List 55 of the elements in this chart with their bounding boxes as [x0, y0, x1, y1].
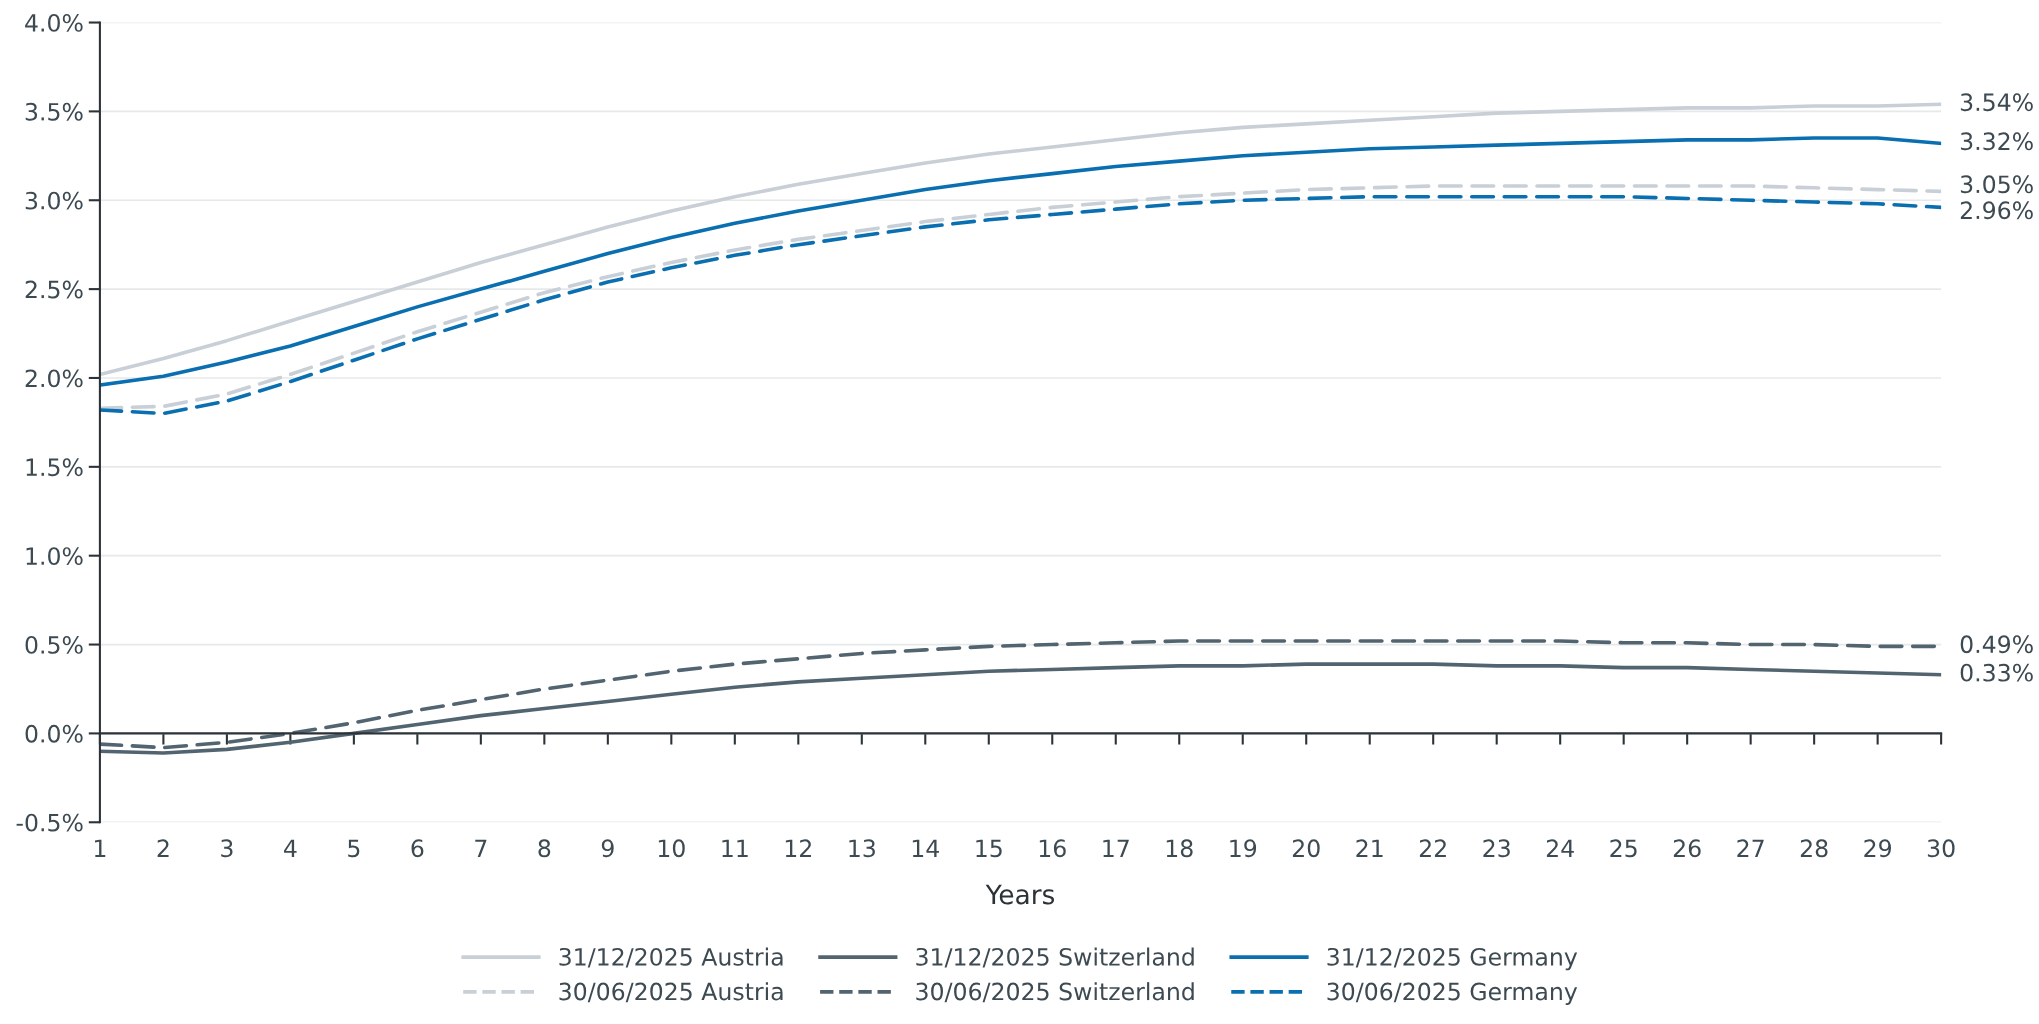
x-tick-label: 10	[658, 839, 685, 858]
x-tick-label: 23	[1483, 839, 1510, 858]
legend-label: 31/12/2025 Austria	[559, 947, 783, 968]
y-tick-label: 4.0%	[25, 13, 83, 32]
x-tick-label: 1	[94, 839, 106, 857]
data-label: 3.05%	[1960, 175, 2033, 194]
x-tick-label: 24	[1546, 839, 1574, 857]
data-label: 0.49%	[1960, 635, 2033, 654]
data-label: 2.96%	[1960, 201, 2033, 220]
x-tick-label: 28	[1800, 839, 1828, 858]
x-tick-label: 25	[1610, 839, 1637, 858]
x-tick-label: 7	[475, 839, 487, 857]
line-series	[99, 102, 1942, 377]
legend-label: 31/12/2025 Germany	[1327, 947, 1578, 971]
x-tick-label: 22	[1419, 839, 1446, 857]
x-tick-label: 29	[1864, 839, 1891, 858]
x-tick-label: 6	[411, 839, 424, 858]
data-label: 3.32%	[1960, 132, 2033, 151]
legend-label: 30/06/2025 Germany	[1327, 982, 1578, 1005]
x-tick-label: 21	[1356, 839, 1383, 857]
x-tick-label: 27	[1737, 839, 1764, 857]
data-label: 0.33%	[1960, 663, 2033, 682]
y-tick-label: 2.0%	[25, 369, 83, 388]
x-tick-label: 2	[157, 839, 169, 857]
x-tick-label: 14	[912, 839, 939, 857]
data-label: 3.54%	[1960, 93, 2033, 112]
x-tick-label: 26	[1673, 839, 1701, 858]
x-tick-label: 17	[1103, 839, 1129, 857]
y-tick-label: 1.0%	[26, 547, 83, 565]
x-tick-label: 15	[976, 839, 1002, 858]
x-tick-label: 5	[348, 839, 360, 858]
legend-label: 31/12/2025 Switzerland	[916, 947, 1194, 968]
legend-label: 30/06/2025 Switzerland	[916, 982, 1194, 1003]
x-tick-label: 12	[785, 839, 811, 857]
y-tick-label: 0.5%	[25, 636, 83, 654]
x-tick-label: 4	[284, 839, 297, 857]
x-tick-label: 3	[221, 839, 233, 858]
x-tick-label: 20	[1292, 839, 1320, 858]
x-tick-label: 9	[601, 839, 614, 858]
x-tick-label: 18	[1166, 839, 1193, 858]
y-tick-label: -0.5%	[16, 813, 83, 832]
x-tick-label: 30	[1927, 839, 1955, 858]
x-tick-label: 13	[849, 839, 875, 858]
line-series	[99, 136, 1942, 387]
x-axis-title: Years	[985, 884, 1055, 905]
y-tick-label: 1.5%	[26, 458, 83, 477]
legend-label: 30/06/2025 Austria	[559, 982, 783, 1003]
y-tick-label: 2.5%	[25, 280, 83, 299]
x-tick-label: 8	[538, 839, 551, 858]
y-tick-label: 3.0%	[25, 191, 83, 210]
y-tick-label: 3.5%	[25, 102, 83, 121]
x-tick-label: 19	[1230, 839, 1257, 858]
y-tick-label: 0.0%	[25, 724, 83, 743]
x-tick-label: 16	[1039, 839, 1066, 858]
x-tick-label: 11	[722, 839, 748, 857]
